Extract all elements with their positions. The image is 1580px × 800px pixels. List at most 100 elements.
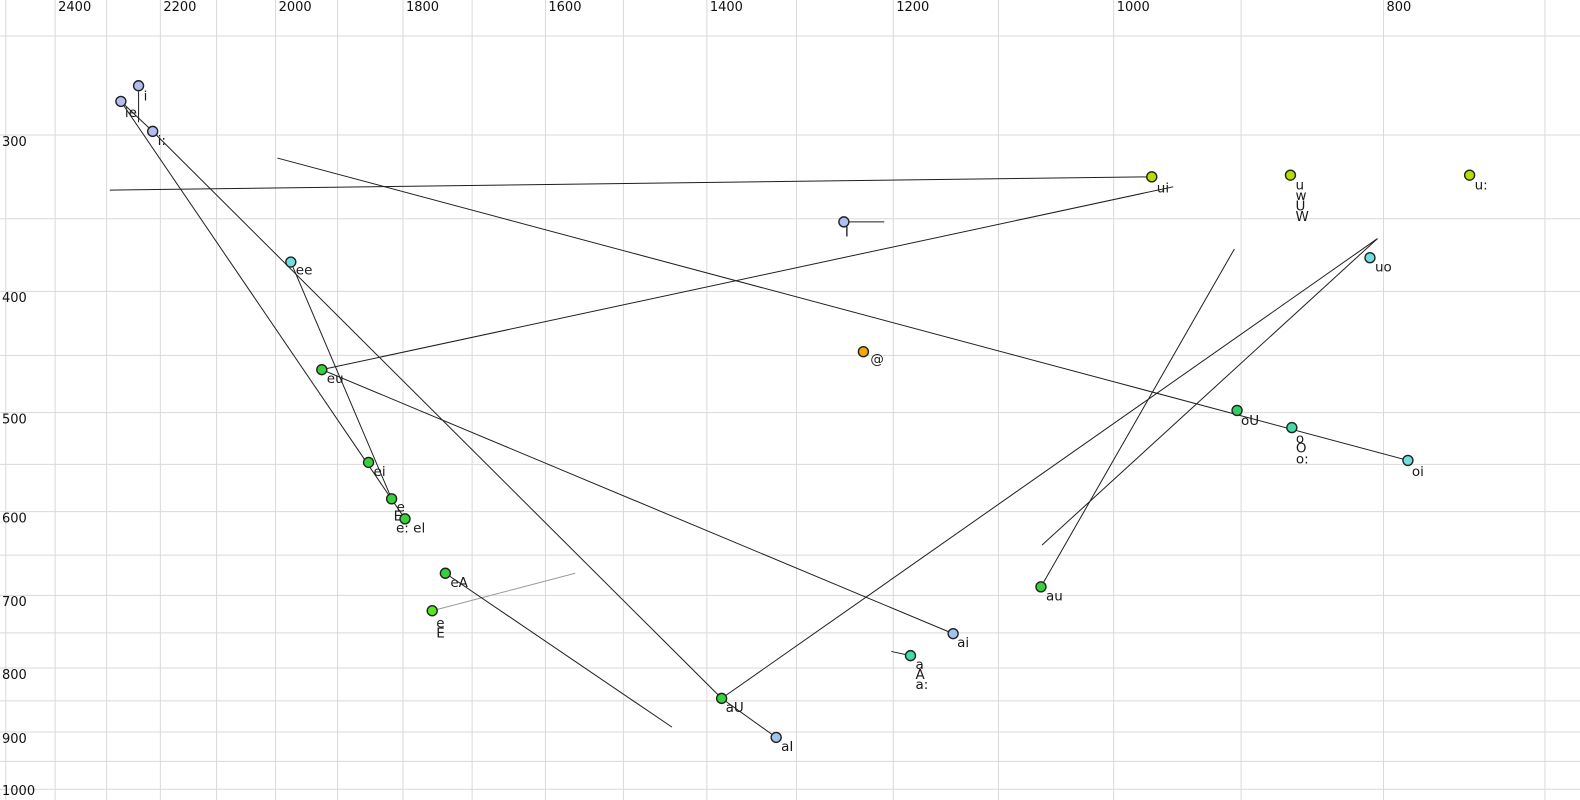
y-tick-300: 300 xyxy=(2,135,27,150)
segment-eu-to-u-target xyxy=(321,186,1174,371)
dot-e-gray xyxy=(426,605,438,617)
label-e-gray-0: e xyxy=(436,615,444,631)
segment-i-target-to-ui xyxy=(109,176,1152,191)
x-tick-2200: 2200 xyxy=(163,0,196,15)
label-ee-0: ee xyxy=(296,263,313,279)
label-i-long-0: i: xyxy=(158,133,166,149)
x-tick-1800: 1800 xyxy=(406,0,439,15)
trajectory-lines xyxy=(109,91,1409,738)
y-tick-400: 400 xyxy=(2,291,27,306)
point-I: I xyxy=(838,216,850,240)
point-uo: uo xyxy=(1364,252,1392,275)
point-ui: ui xyxy=(1146,171,1169,196)
label-eu-0: eu xyxy=(327,371,344,387)
x-tick-1600: 1600 xyxy=(548,0,581,15)
label-u-long-0: u: xyxy=(1475,178,1488,194)
dot-ai xyxy=(947,627,959,640)
dot-aU xyxy=(715,692,728,705)
dot-i xyxy=(132,80,145,92)
y-tick-600: 600 xyxy=(2,511,27,526)
segment-ee-to-e xyxy=(290,261,393,500)
point-e-gray: eE xyxy=(426,605,445,641)
dot-eA xyxy=(439,567,452,579)
point-ee: ee xyxy=(285,256,313,279)
segment-eA-down-right xyxy=(445,572,673,728)
dot-ei xyxy=(362,456,375,469)
y-tick-900: 900 xyxy=(2,732,27,747)
label-a-A-a-long-0: a xyxy=(915,657,923,673)
segment-aU-to-wedge xyxy=(721,238,1378,699)
dot-schwa xyxy=(857,346,870,358)
label-au-0: au xyxy=(1046,588,1063,604)
label-ui-0: ui xyxy=(1157,180,1169,196)
y-tick-800: 800 xyxy=(2,668,27,683)
axis-tick-labels: 2400 2200 2000 1800 1600 1400 1200 1000 800 300 40… xyxy=(2,0,1411,799)
segment-i-long-to-aU xyxy=(152,131,722,699)
point-eA: eA xyxy=(439,567,469,591)
segment-aU-to-aI xyxy=(721,697,777,738)
x-tick-2400: 2400 xyxy=(58,0,91,15)
x-tick-1200: 1200 xyxy=(896,0,929,15)
dot-au xyxy=(1035,581,1047,593)
point-schwa: @ xyxy=(857,346,884,367)
dot-ui xyxy=(1146,171,1158,183)
label-o-O-o-long-0: o xyxy=(1296,431,1304,447)
point-e: eE xyxy=(385,493,405,524)
label-schwa-0: @ xyxy=(870,351,884,367)
label-a-A-a-long-1: A xyxy=(915,667,925,683)
x-tick-1400: 1400 xyxy=(710,0,743,15)
point-eu: eu xyxy=(316,363,344,387)
label-aU-0: aU xyxy=(726,700,744,716)
point-a-A-a-long: aAa: xyxy=(904,649,928,693)
point-u-long: u: xyxy=(1463,169,1488,194)
label-e-gray-1: E xyxy=(436,625,445,641)
point-o-O-o-long: oOo: xyxy=(1286,421,1309,468)
label-e-1: E xyxy=(394,508,403,524)
point-i-long: i: xyxy=(146,125,166,149)
label-e-long-el-0: e: el xyxy=(396,520,425,536)
segment-ie-to-i-long xyxy=(120,101,154,132)
segment-au-up-line xyxy=(1040,248,1235,588)
dot-ie xyxy=(115,95,127,108)
point-i: i xyxy=(132,80,148,104)
label-aI-0: aI xyxy=(781,739,793,755)
label-oU-0: oU xyxy=(1241,413,1259,429)
point-aU: aU xyxy=(715,692,744,716)
dot-oi xyxy=(1402,454,1414,467)
label-u-w-U-W-0: u xyxy=(1295,178,1304,194)
point-ai: ai xyxy=(947,627,969,651)
y-tick-700: 700 xyxy=(2,595,27,610)
point-ei: ei xyxy=(362,456,386,480)
segment-gray-e-line xyxy=(432,572,576,612)
x-tick-1000: 1000 xyxy=(1117,0,1150,15)
segment-eu-to-ai xyxy=(321,369,954,635)
label-o-O-o-long-1: O xyxy=(1296,441,1307,457)
x-tick-800: 800 xyxy=(1386,0,1411,15)
label-ai-0: ai xyxy=(957,635,969,651)
dot-u-long xyxy=(1463,169,1476,181)
segment-ie-to-e-corridor xyxy=(120,101,406,520)
label-ie-0: ie xyxy=(125,105,137,121)
label-u-w-U-W-2: U xyxy=(1295,199,1305,215)
label-e-0: e xyxy=(397,499,405,515)
label-i-0: i xyxy=(144,88,148,104)
dot-i-long xyxy=(146,125,159,138)
y-tick-500: 500 xyxy=(2,412,27,427)
point-aI: aI xyxy=(770,731,793,755)
label-ei-0: ei xyxy=(374,464,386,480)
label-o-O-o-long-2: o: xyxy=(1296,452,1309,468)
y-tick-1000: 1000 xyxy=(2,784,35,799)
dot-e-long-el xyxy=(399,513,411,525)
dot-e xyxy=(385,493,398,505)
label-u-w-U-W-1: w xyxy=(1295,188,1306,204)
label-u-w-U-W-3: W xyxy=(1295,209,1308,225)
label-uo-0: uo xyxy=(1375,259,1392,275)
label-a-A-a-long-2: a: xyxy=(915,677,928,693)
point-e-long-el: e: el xyxy=(396,513,425,536)
label-I-0: I xyxy=(845,224,849,240)
label-eA-0: eA xyxy=(450,575,468,591)
dot-aI xyxy=(770,731,782,744)
